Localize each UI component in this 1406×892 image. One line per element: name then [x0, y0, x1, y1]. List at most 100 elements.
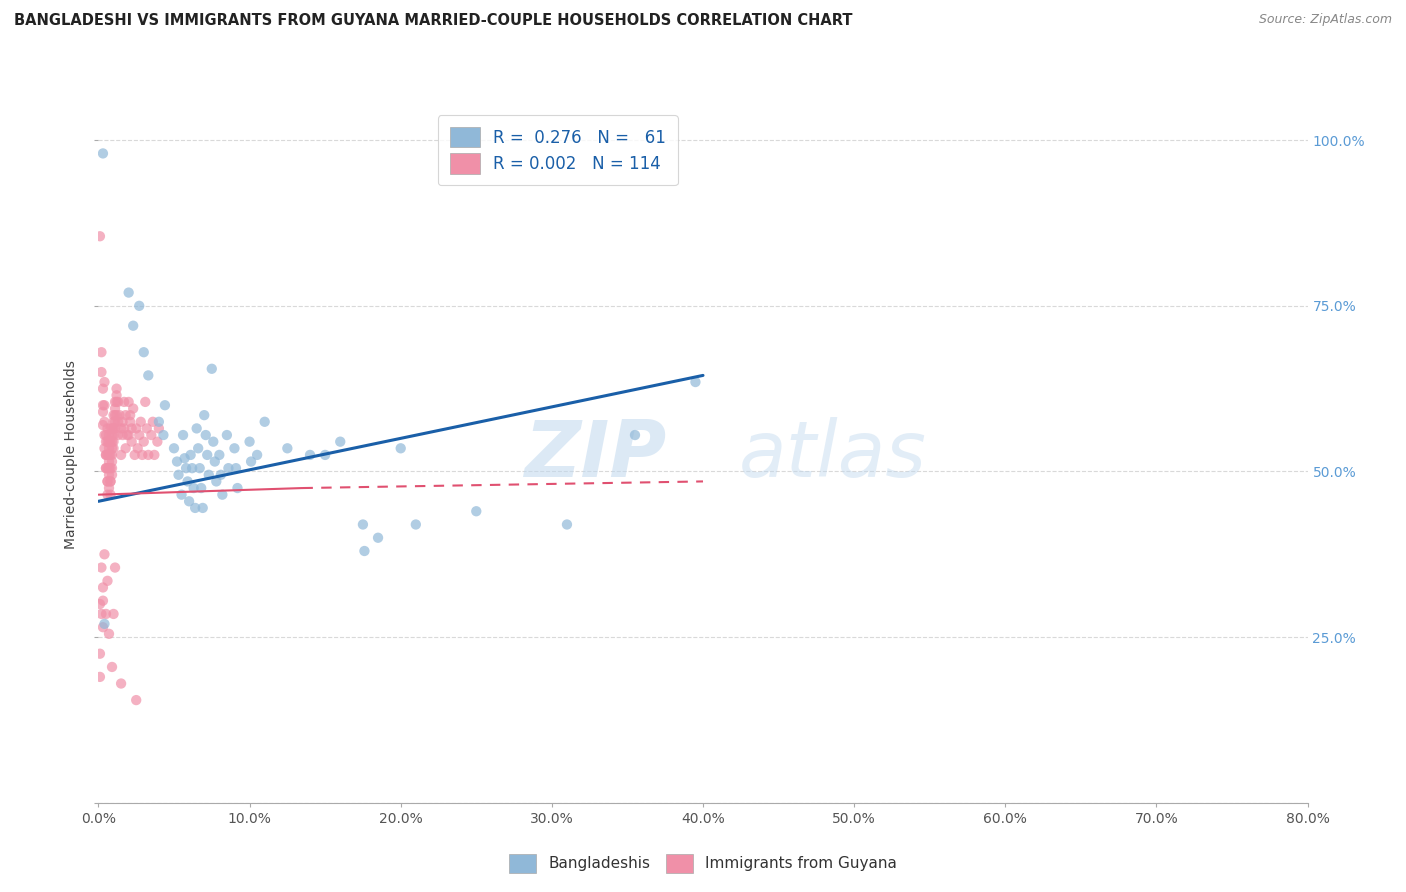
Point	[100, 488, 122, 502]
Point	[183, 481, 205, 495]
Point	[114, 442, 136, 456]
Point	[132, 345, 155, 359]
Point	[170, 488, 193, 502]
Point	[226, 481, 249, 495]
Point	[91, 620, 114, 634]
Point	[98, 434, 121, 449]
Point	[127, 442, 149, 456]
Text: BANGLADESHI VS IMMIGRANTS FROM GUYANA MARRIED-COUPLE HOUSEHOLDS CORRELATION CHAR: BANGLADESHI VS IMMIGRANTS FROM GUYANA MA…	[14, 13, 852, 29]
Point	[121, 421, 143, 435]
Point	[94, 448, 117, 462]
Point	[225, 461, 247, 475]
Y-axis label: Married-couple Households: Married-couple Households	[65, 360, 79, 549]
Point	[405, 517, 427, 532]
Point	[103, 415, 125, 429]
Point	[93, 547, 115, 561]
Point	[186, 421, 208, 435]
Point	[108, 408, 131, 422]
Point	[135, 421, 157, 435]
Point	[208, 448, 231, 462]
Point	[101, 461, 124, 475]
Point	[93, 616, 115, 631]
Point	[93, 428, 115, 442]
Point	[103, 421, 125, 435]
Point	[253, 415, 276, 429]
Point	[110, 676, 132, 690]
Point	[124, 448, 146, 462]
Point	[96, 448, 118, 462]
Point	[94, 428, 117, 442]
Point	[276, 442, 298, 456]
Point	[122, 401, 145, 416]
Point	[101, 454, 124, 468]
Point	[153, 398, 176, 412]
Point	[110, 448, 132, 462]
Point	[100, 434, 122, 449]
Point	[100, 475, 122, 489]
Point	[146, 434, 169, 449]
Point	[93, 442, 115, 456]
Point	[215, 428, 238, 442]
Point	[191, 500, 214, 515]
Point	[91, 418, 114, 433]
Point	[104, 560, 127, 574]
Point	[94, 448, 117, 462]
Point	[209, 467, 232, 482]
Point	[128, 428, 150, 442]
Point	[148, 421, 170, 435]
Point	[107, 395, 129, 409]
Point	[120, 415, 142, 429]
Point	[90, 607, 112, 621]
Point	[96, 574, 118, 588]
Point	[96, 461, 118, 475]
Point	[132, 434, 155, 449]
Point	[555, 517, 578, 532]
Point	[194, 428, 217, 442]
Point	[96, 434, 118, 449]
Point	[104, 395, 127, 409]
Point	[105, 382, 128, 396]
Point	[110, 421, 132, 435]
Point	[120, 408, 142, 422]
Point	[91, 593, 114, 607]
Point	[314, 448, 336, 462]
Point	[90, 365, 112, 379]
Point	[180, 448, 202, 462]
Point	[100, 448, 122, 462]
Point	[89, 670, 111, 684]
Point	[187, 442, 209, 456]
Point	[114, 408, 136, 422]
Point	[111, 428, 134, 442]
Point	[118, 428, 141, 442]
Point	[93, 398, 115, 412]
Text: ZIP: ZIP	[524, 417, 666, 493]
Point	[101, 442, 124, 456]
Point	[152, 428, 174, 442]
Point	[125, 693, 148, 707]
Point	[173, 451, 195, 466]
Point	[184, 500, 207, 515]
Point	[142, 415, 165, 429]
Point	[239, 434, 262, 449]
Point	[188, 461, 211, 475]
Point	[211, 488, 233, 502]
Point	[246, 448, 269, 462]
Point	[98, 448, 121, 462]
Point	[91, 382, 114, 396]
Point	[134, 395, 156, 409]
Point	[136, 448, 159, 462]
Point	[103, 408, 125, 422]
Point	[190, 481, 212, 495]
Point	[176, 475, 198, 489]
Point	[89, 597, 111, 611]
Point	[100, 421, 122, 435]
Point	[179, 494, 201, 508]
Point	[96, 475, 118, 489]
Point	[101, 467, 124, 482]
Point	[122, 318, 145, 333]
Point	[131, 448, 153, 462]
Legend: Bangladeshis, Immigrants from Guyana: Bangladeshis, Immigrants from Guyana	[502, 847, 904, 879]
Point	[118, 285, 141, 300]
Point	[118, 395, 141, 409]
Point	[163, 442, 186, 456]
